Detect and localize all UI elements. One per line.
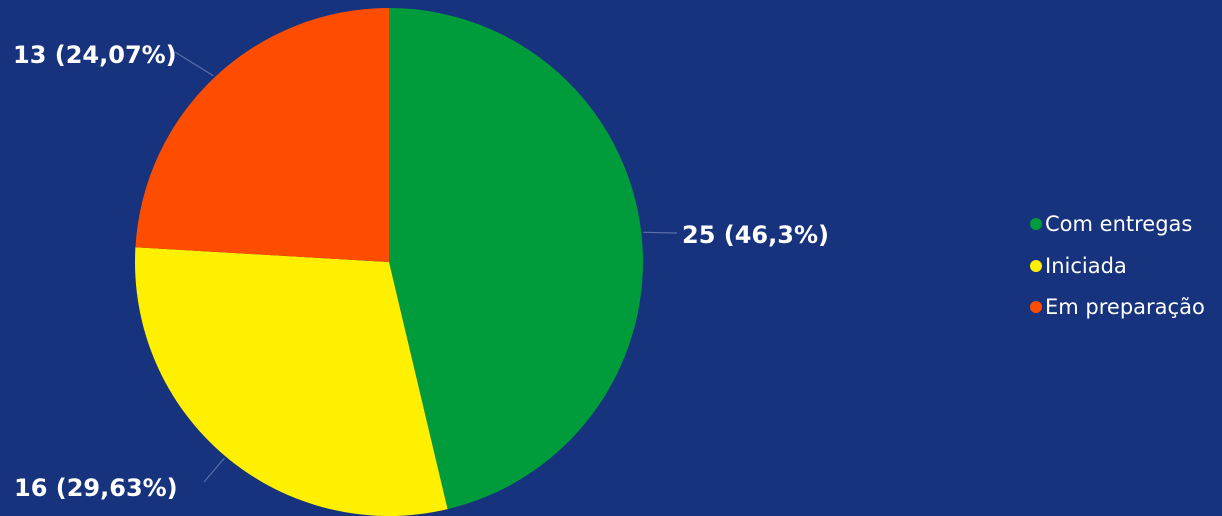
leader-lines — [174, 51, 678, 483]
legend-item-com-entregas[interactable]: Com entregas — [1030, 212, 1192, 236]
data-label-iniciada: 16 (29,63%) — [14, 474, 178, 502]
pie-slice-iniciada[interactable] — [135, 247, 448, 516]
legend-item-em-preparacao[interactable]: Em preparação — [1030, 295, 1205, 319]
pie-slice-com-entregas[interactable] — [389, 8, 643, 510]
data-label-em-preparacao: 13 (24,07%) — [13, 41, 177, 69]
legend-marker-iniciada — [1030, 260, 1042, 272]
legend-marker-em-preparacao — [1030, 301, 1042, 313]
data-label-com-entregas: 25 (46,3%) — [682, 221, 829, 249]
legend: Com entregas Iniciada Em preparação — [1030, 212, 1205, 319]
leader-line-iniciada — [203, 457, 225, 483]
legend-label-com-entregas: Com entregas — [1045, 212, 1192, 236]
legend-label-em-preparacao: Em preparação — [1045, 295, 1205, 319]
pie-slice-em-preparacao[interactable] — [135, 8, 389, 262]
pie-slices — [135, 8, 643, 516]
leader-line-em-preparacao — [174, 51, 214, 77]
legend-item-iniciada[interactable]: Iniciada — [1030, 254, 1127, 278]
legend-marker-com-entregas — [1030, 218, 1042, 230]
leader-line-com-entregas — [643, 231, 678, 234]
legend-label-iniciada: Iniciada — [1045, 254, 1127, 278]
